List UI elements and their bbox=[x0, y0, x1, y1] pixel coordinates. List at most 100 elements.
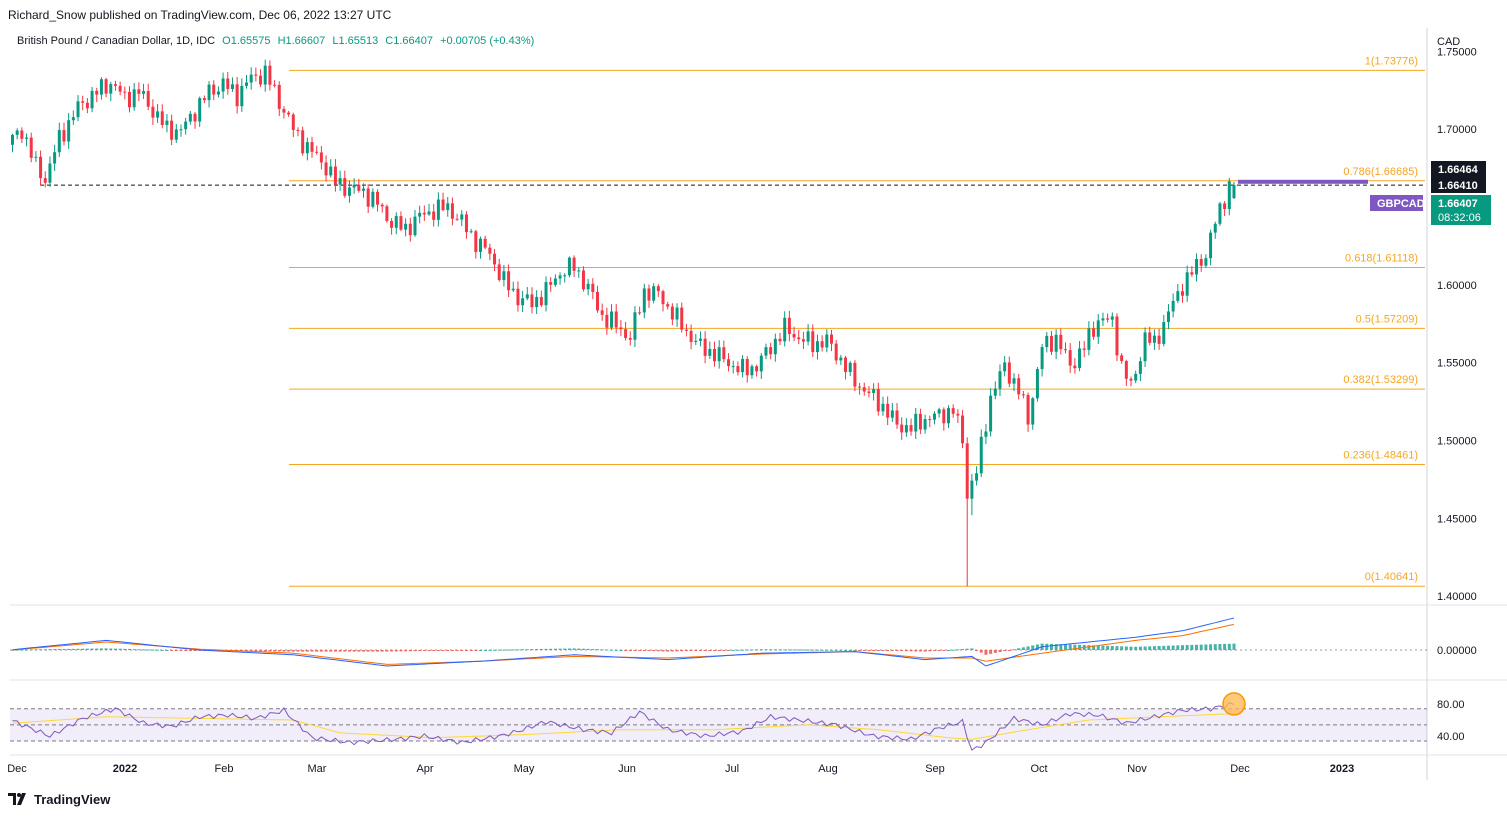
macd-histogram-bar bbox=[62, 648, 66, 650]
candle-body bbox=[90, 90, 94, 109]
macd-histogram-bar bbox=[483, 649, 487, 651]
macd-histogram-bar bbox=[497, 649, 501, 651]
candle-body bbox=[769, 347, 773, 355]
candle-body bbox=[694, 340, 698, 342]
macd-histogram-bar bbox=[1031, 645, 1035, 650]
macd-histogram-bar bbox=[572, 648, 576, 650]
candle-body bbox=[296, 129, 300, 131]
macd-histogram-bar bbox=[352, 650, 356, 652]
candle-body bbox=[216, 91, 220, 95]
macd-histogram-bar bbox=[488, 649, 492, 651]
y-tick-label: 1.75000 bbox=[1437, 46, 1477, 58]
macd-histogram-bar bbox=[624, 650, 628, 651]
macd-histogram-bar bbox=[1045, 643, 1049, 650]
candle-body bbox=[834, 343, 838, 361]
macd-histogram-bar bbox=[104, 648, 108, 650]
candle-body bbox=[886, 403, 890, 418]
candle-body bbox=[876, 389, 880, 412]
y-tick-label: 1.40000 bbox=[1437, 591, 1477, 603]
macd-histogram-bar bbox=[956, 649, 960, 651]
macd-histogram-bar bbox=[380, 650, 384, 652]
candle-body bbox=[1106, 318, 1110, 320]
macd-histogram-bar bbox=[741, 649, 745, 651]
candle-body bbox=[717, 347, 721, 362]
candle-body bbox=[104, 79, 108, 94]
candle-body bbox=[1199, 258, 1203, 266]
candle-body bbox=[745, 358, 749, 376]
candle-body bbox=[319, 152, 323, 163]
macd-histogram-bar bbox=[993, 650, 997, 653]
candle-body bbox=[1134, 373, 1138, 381]
macd-histogram-bar bbox=[259, 650, 263, 652]
macd-histogram-bar bbox=[633, 650, 637, 651]
macd-histogram-bar bbox=[544, 648, 548, 650]
candle-body bbox=[53, 152, 57, 164]
macd-histogram-bar bbox=[305, 650, 309, 652]
macd-histogram-bar bbox=[390, 650, 394, 652]
macd-histogram-bar bbox=[1049, 643, 1053, 650]
macd-histogram-bar bbox=[652, 650, 656, 652]
candle-body bbox=[778, 338, 782, 342]
candle-body bbox=[633, 312, 637, 340]
rsi-highlight-circle bbox=[1222, 692, 1246, 716]
candle-body bbox=[815, 341, 819, 353]
candle-body bbox=[806, 331, 810, 342]
fib-level-label: 0.382(1.53299) bbox=[1343, 374, 1418, 386]
macd-histogram-bar bbox=[291, 650, 295, 652]
macd-histogram-bar bbox=[614, 649, 618, 651]
macd-histogram-bar bbox=[984, 650, 988, 655]
macd-histogram-bar bbox=[15, 649, 19, 651]
macd-histogram-bar bbox=[427, 650, 431, 651]
symbol-tag-text: GBPCAD bbox=[1377, 198, 1425, 210]
candle-body bbox=[1115, 316, 1119, 356]
candle-body bbox=[961, 415, 965, 444]
macd-histogram-bar bbox=[273, 650, 277, 652]
candle-body bbox=[371, 191, 375, 207]
candle-body bbox=[118, 85, 122, 92]
last-price-tag bbox=[1431, 195, 1491, 225]
candle-body bbox=[109, 84, 113, 94]
macd-histogram-bar bbox=[413, 650, 417, 652]
macd-histogram-bar bbox=[867, 650, 871, 651]
candle-body bbox=[1148, 332, 1152, 343]
macd-histogram-bar bbox=[1115, 646, 1119, 650]
candle-body bbox=[947, 408, 950, 424]
x-tick-label: Oct bbox=[1030, 763, 1047, 775]
candle-body bbox=[1218, 203, 1222, 224]
candle-body bbox=[123, 91, 127, 93]
candle-body bbox=[975, 473, 979, 481]
candle-body bbox=[1101, 318, 1105, 321]
macd-histogram-bar bbox=[333, 650, 337, 652]
candle-body bbox=[1017, 378, 1021, 395]
candle-body bbox=[11, 134, 14, 145]
macd-histogram-bar bbox=[493, 649, 497, 651]
high-value: H1.66607 bbox=[277, 35, 326, 47]
macd-histogram-bar bbox=[745, 649, 749, 651]
x-tick-label: Nov bbox=[1127, 763, 1147, 775]
candle-body bbox=[750, 366, 754, 376]
candle-body bbox=[67, 120, 71, 142]
candle-body bbox=[1162, 322, 1166, 344]
macd-histogram-bar bbox=[567, 648, 571, 650]
fibonacci-retracement[interactable]: 1(1.73776) 0.786(1.66685) 0.618(1.61118) 0.… bbox=[40, 55, 1425, 587]
macd-histogram-bar bbox=[928, 650, 932, 652]
macd-histogram-bar bbox=[184, 650, 188, 651]
candle-body bbox=[263, 65, 267, 85]
macd-histogram-bar bbox=[1054, 644, 1058, 650]
macd-histogram-bar bbox=[638, 650, 642, 651]
candle-body bbox=[937, 409, 941, 414]
macd-histogram-bar bbox=[53, 649, 57, 651]
candle-body bbox=[1073, 365, 1077, 369]
candle-body bbox=[544, 282, 548, 306]
candle-body bbox=[787, 317, 791, 335]
macd-histogram-bar bbox=[1171, 645, 1175, 650]
macd-zero-label: 0.00000 bbox=[1437, 645, 1477, 657]
macd-histogram-bar bbox=[287, 650, 291, 652]
macd-histogram-bar bbox=[254, 650, 258, 652]
macd-histogram-bar bbox=[160, 649, 164, 651]
macd-histogram-bar bbox=[132, 649, 136, 651]
candle-body bbox=[43, 178, 47, 183]
candle-body bbox=[680, 307, 684, 330]
macd-histogram-bar bbox=[1190, 644, 1194, 650]
